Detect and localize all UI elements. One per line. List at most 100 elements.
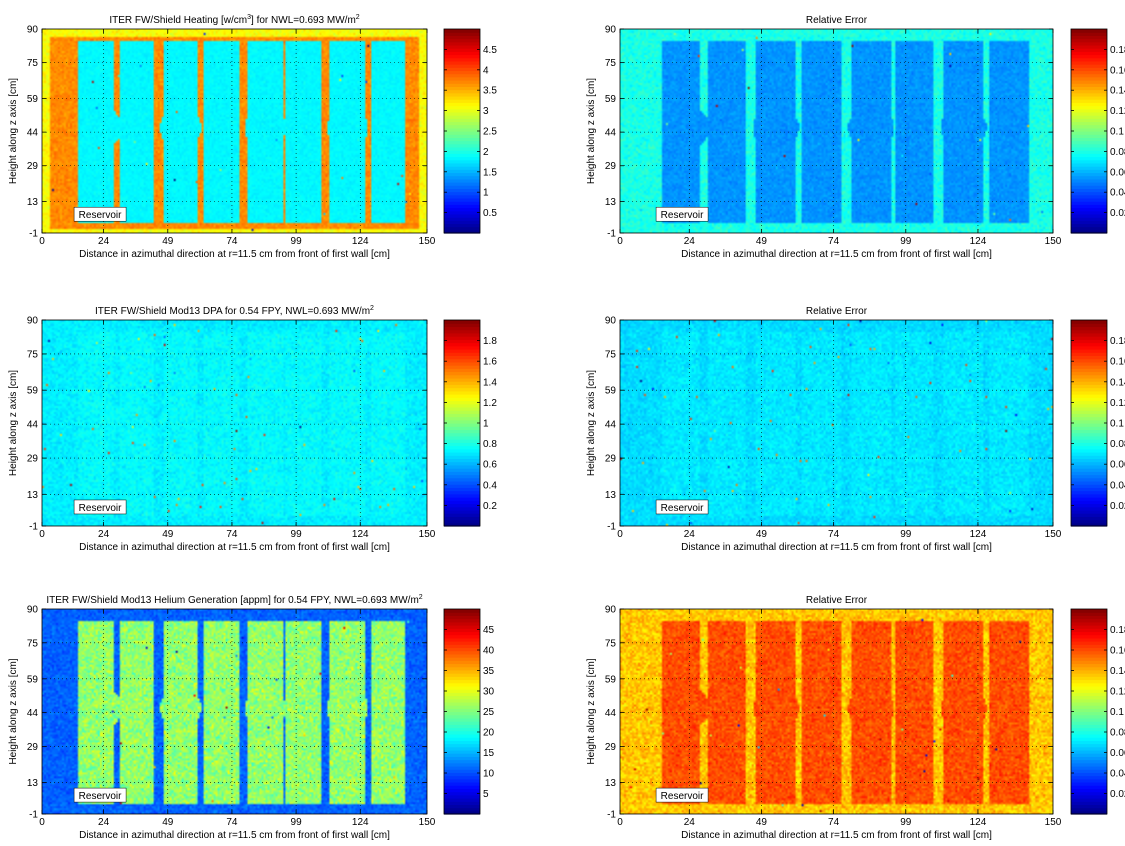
- annotation-reservoir: Reservoir: [661, 791, 704, 802]
- y-axis-label: Height along z axis [cm]: [586, 658, 597, 764]
- colorbar-segment: [1071, 332, 1107, 337]
- y-tick-label: 75: [605, 349, 617, 360]
- colorbar-segment: [444, 115, 480, 119]
- colorbar-segment: [1071, 201, 1107, 205]
- colorbar-segment: [444, 80, 480, 84]
- colorbar-tick-label: 4.5: [483, 45, 497, 56]
- colorbar-segment: [444, 44, 480, 49]
- colorbar-segment: [1071, 673, 1107, 677]
- colorbar-segment: [1071, 175, 1107, 180]
- colorbar-tick-label: 0.16: [1110, 357, 1125, 368]
- colorbar-segment: [1071, 804, 1107, 809]
- colorbar-segment: [1071, 377, 1107, 382]
- colorbar-segment: [444, 448, 480, 453]
- y-tick-label: 29: [27, 161, 39, 172]
- chart-title: ITER FW/Shield Mod13 Helium Generation […: [46, 594, 422, 606]
- colorbar-segment: [1071, 801, 1107, 805]
- colorbar-tick-label: 1.6: [483, 357, 497, 368]
- colorbar-segment: [1071, 471, 1107, 476]
- colorbar-segment: [444, 663, 480, 668]
- colorbar-segment: [444, 146, 480, 151]
- colorbar-segment: [444, 105, 480, 110]
- colorbar-segment: [444, 217, 480, 221]
- y-axis-label: Height along z axis [cm]: [586, 370, 597, 476]
- y-tick-label: 59: [605, 386, 617, 397]
- colorbar-segment: [444, 387, 480, 392]
- x-tick-label: 49: [162, 529, 174, 540]
- colorbar-segment: [1071, 413, 1107, 418]
- colorbar-segment: [1071, 685, 1107, 690]
- y-tick-label: 59: [605, 674, 617, 685]
- colorbar-segment: [1071, 410, 1107, 414]
- colorbar-segment: [444, 32, 480, 36]
- y-tick-label: 75: [605, 58, 617, 69]
- colorbar-segment: [444, 185, 480, 189]
- colorbar-segment: [444, 95, 480, 100]
- colorbar-segment: [444, 644, 480, 649]
- colorbar-segment: [1071, 612, 1107, 617]
- colorbar-segment: [444, 220, 480, 225]
- colorbar-segment: [444, 320, 480, 324]
- colorbar-segment: [1071, 637, 1107, 642]
- y-tick-label: 13: [27, 778, 39, 789]
- x-axis-label: Distance in azimuthal direction at r=11.…: [681, 249, 992, 260]
- colorbar-segment: [444, 464, 480, 469]
- colorbar-segment: [444, 156, 480, 161]
- colorbar-segment: [444, 377, 480, 382]
- colorbar-segment: [1071, 785, 1107, 789]
- colorbar-segment: [444, 698, 480, 703]
- x-tick-label: 74: [226, 817, 238, 828]
- x-tick-label: 124: [970, 817, 987, 828]
- colorbar-segment: [444, 172, 480, 177]
- x-tick-label: 124: [970, 529, 987, 540]
- x-tick-label: 74: [828, 529, 840, 540]
- colorbar-tick-label: 0.04: [1110, 769, 1125, 780]
- colorbar-segment: [444, 67, 480, 72]
- colorbar-segment: [1071, 124, 1107, 129]
- colorbar-segment: [444, 765, 480, 770]
- colorbar-segment: [444, 740, 480, 745]
- y-axis-label: Height along z axis [cm]: [8, 78, 19, 184]
- colorbar-segment: [1071, 368, 1107, 373]
- colorbar-tick-label: 0.14: [1110, 86, 1125, 97]
- colorbar-segment: [1071, 374, 1107, 379]
- colorbar-segment: [444, 159, 480, 164]
- colorbar-segment: [444, 609, 480, 613]
- colorbar-segment: [444, 746, 480, 751]
- colorbar-segment: [444, 162, 480, 167]
- colorbar-segment: [1071, 137, 1107, 142]
- colorbar-segment: [1071, 76, 1107, 81]
- colorbar-segment: [1071, 464, 1107, 469]
- x-tick-label: 124: [352, 817, 369, 828]
- colorbar-segment: [444, 201, 480, 205]
- colorbar-segment: [1071, 689, 1107, 693]
- colorbar-segment: [444, 727, 480, 732]
- annotation-box: [655, 499, 709, 515]
- colorbar-segment: [444, 229, 480, 234]
- x-tick-label: 49: [756, 236, 768, 247]
- colorbar-segment: [1071, 714, 1107, 719]
- colorbar-segment: [1071, 166, 1107, 170]
- colorbar-segment: [1071, 468, 1107, 472]
- y-tick-label: -1: [29, 229, 38, 240]
- colorbar-segment: [444, 634, 480, 639]
- heatmap-image: [42, 29, 427, 233]
- x-tick-label: 150: [419, 817, 436, 828]
- colorbar-segment: [444, 368, 480, 373]
- colorbar-segment: [444, 628, 480, 633]
- colorbar-segment: [444, 749, 480, 754]
- colorbar: 0.5 1 1.5 2 2.5 3 3.5 4 4.5: [443, 28, 497, 234]
- colorbar-segment: [444, 451, 480, 456]
- y-tick-label: 44: [605, 420, 617, 431]
- colorbar-tick-label: 0.16: [1110, 646, 1125, 657]
- colorbar-segment: [1071, 797, 1107, 802]
- x-tick-label: 124: [970, 236, 987, 247]
- colorbar-segment: [444, 647, 480, 652]
- colorbar-segment: [444, 70, 480, 75]
- heatmap-image: [42, 609, 427, 814]
- colorbar-segment: [1071, 153, 1107, 158]
- x-tick-label: 0: [39, 817, 45, 828]
- colorbar-tick-label: 0.02: [1110, 208, 1125, 219]
- colorbar-segment: [1071, 188, 1107, 193]
- colorbar-tick-label: 0.1: [1110, 419, 1124, 430]
